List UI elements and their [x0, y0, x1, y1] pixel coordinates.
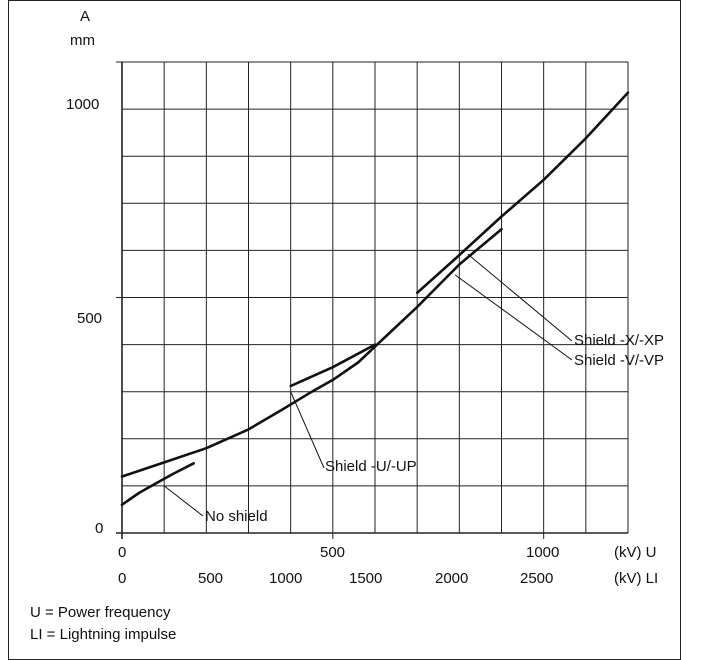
x2-tick-label: 1500 — [349, 570, 383, 587]
x2-tick-label: 0 — [118, 570, 127, 587]
annotation-leader-line — [454, 274, 573, 361]
series-line-0 — [120, 462, 195, 506]
x-tick-label: 1000 — [526, 544, 560, 561]
annotation-no-shield: No shield — [205, 508, 268, 525]
y-tick-label: 1000 — [66, 96, 100, 113]
x2-tick-label: 2000 — [435, 570, 469, 587]
chart-series-group — [120, 91, 630, 506]
note-power-frequency: U = Power frequency — [30, 604, 171, 621]
y-tick-label: 0 — [95, 520, 104, 537]
y-axis-label: A — [80, 8, 91, 25]
annotation-leaders — [163, 253, 573, 517]
annotation-leader-line — [290, 391, 325, 469]
y-axis-unit: mm — [70, 32, 95, 49]
x-axis-label-u: (kV) U — [614, 544, 657, 561]
x2-tick-label: 1000 — [269, 570, 303, 587]
series-line-3 — [356, 227, 503, 364]
series-line-4 — [415, 91, 630, 295]
x-axis-label-li: (kV) LI — [614, 570, 659, 587]
x-tick-label: 0 — [118, 544, 127, 561]
series-line-1 — [120, 361, 360, 478]
x2-tick-label: 2500 — [520, 570, 554, 587]
x-tick-label: 500 — [320, 544, 346, 561]
annotation-leader-line — [163, 485, 204, 517]
annotation-shield-u: Shield -U/-UP — [325, 458, 417, 475]
chart-grid — [116, 61, 629, 539]
annotation-shield-x: Shield -X/-XP — [574, 332, 665, 349]
note-lightning-impulse: LI = Lightning impulse — [30, 626, 177, 643]
annotation-shield-v: Shield -V/-VP — [574, 352, 665, 369]
y-tick-label: 500 — [77, 310, 103, 327]
x2-tick-label: 500 — [198, 570, 224, 587]
annotation-leader-line — [467, 253, 573, 342]
series-line-2 — [289, 343, 377, 388]
